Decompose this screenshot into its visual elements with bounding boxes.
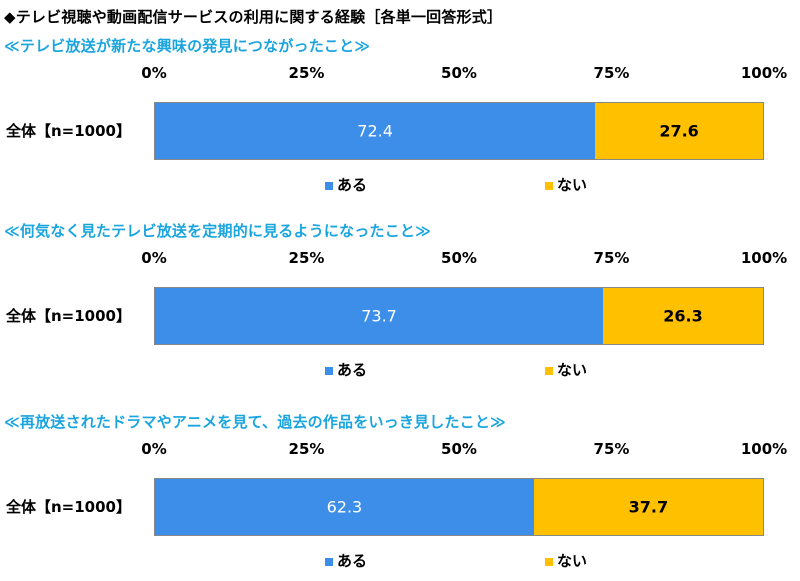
- legend-label: ある: [337, 176, 368, 194]
- plot-area: 72.4 27.6: [154, 102, 764, 160]
- chart-panel: ≪再放送されたドラマやアニメを見て、過去の作品をいっき見したこと≫ 0% 25% 50…: [0, 406, 800, 581]
- chart-panel: ≪何気なく見たテレビ放送を定期的に見るようになったこと≫ 0% 25% 50% 75% 1…: [0, 215, 800, 390]
- x-tick-label: 0%: [141, 249, 167, 267]
- legend-label: ある: [337, 361, 368, 379]
- x-tick-label: 100%: [740, 249, 788, 267]
- data-label: 27.6: [659, 121, 699, 141]
- bar-segment-nai: 37.7: [533, 479, 763, 535]
- category-label: 全体【n=1000】: [6, 498, 131, 516]
- x-tick-label: 50%: [441, 440, 477, 458]
- bar-segment-aru: 72.4: [155, 103, 596, 159]
- data-label: 72.4: [357, 121, 393, 141]
- legend-label: ある: [337, 552, 368, 570]
- x-tick-label: 50%: [441, 249, 477, 267]
- legend-swatch-blue: [325, 366, 333, 375]
- legend-item: ない: [545, 550, 587, 571]
- legend-label: ない: [557, 176, 588, 194]
- x-tick-label: 75%: [593, 64, 630, 82]
- page-title: ◆テレビ視聴や動画配信サービスの利用に関する経験［各単一回答形式］: [4, 8, 503, 26]
- plot-area: 73.7 26.3: [154, 287, 764, 345]
- bar-segment-aru: 62.3: [155, 479, 534, 535]
- legend-swatch-yellow: [545, 181, 553, 190]
- x-tick-label: 100%: [740, 440, 788, 458]
- data-label: 37.7: [628, 497, 669, 517]
- x-tick-label: 75%: [593, 249, 630, 267]
- legend-label: ない: [557, 552, 588, 570]
- data-label: 26.3: [663, 306, 703, 326]
- chart-subtitle: ≪再放送されたドラマやアニメを見て、過去の作品をいっき見したこと≫: [4, 413, 506, 431]
- data-label: 73.7: [361, 306, 397, 326]
- x-tick-label: 25%: [288, 64, 325, 82]
- x-tick-label: 75%: [593, 440, 630, 458]
- legend-swatch-yellow: [545, 366, 553, 375]
- legend-swatch-yellow: [545, 557, 553, 566]
- x-tick-label: 50%: [441, 64, 477, 82]
- x-tick-label: 100%: [740, 64, 788, 82]
- x-tick-label: 0%: [141, 64, 167, 82]
- plot-area: 62.3 37.7: [154, 478, 764, 536]
- legend-label: ない: [557, 361, 588, 379]
- chart-subtitle: ≪テレビ放送が新たな興味の発見につながったこと≫: [4, 37, 371, 55]
- category-label: 全体【n=1000】: [6, 307, 131, 325]
- x-tick-label: 25%: [288, 249, 325, 267]
- category-label: 全体【n=1000】: [6, 122, 131, 140]
- legend-swatch-blue: [325, 181, 333, 190]
- x-tick-label: 25%: [288, 440, 325, 458]
- chart-panel: ≪テレビ放送が新たな興味の発見につながったこと≫ 0% 25% 50% 75% 100% 7…: [0, 30, 800, 205]
- x-tick-label: 0%: [141, 440, 167, 458]
- legend-item: ない: [545, 174, 587, 195]
- chart-subtitle: ≪何気なく見たテレビ放送を定期的に見るようになったこと≫: [4, 222, 432, 240]
- bar-segment-aru: 73.7: [155, 288, 604, 344]
- legend-item: ある: [325, 359, 367, 380]
- bar-segment-nai: 27.6: [595, 103, 763, 159]
- legend-swatch-blue: [325, 557, 333, 566]
- legend-item: ある: [325, 550, 367, 571]
- bar-segment-nai: 26.3: [603, 288, 763, 344]
- legend-item: ある: [325, 174, 367, 195]
- data-label: 62.3: [326, 497, 363, 517]
- legend-item: ない: [545, 359, 587, 380]
